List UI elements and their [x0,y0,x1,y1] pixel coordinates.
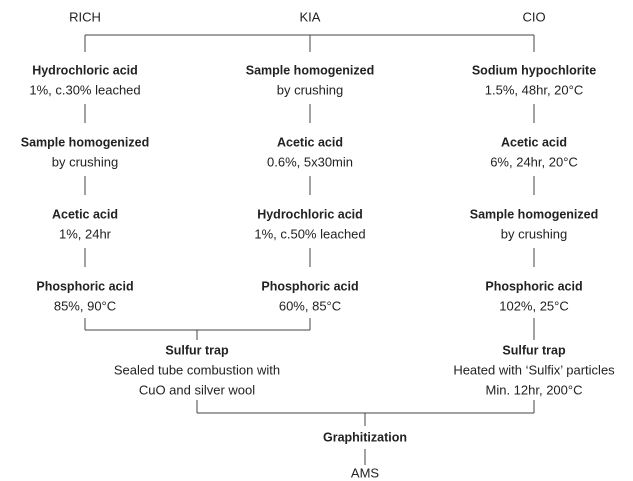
column-header: RICH [69,9,101,24]
step-detail: by crushing [277,82,343,97]
step-detail: 6%, 24hr, 20°C [490,154,578,169]
step-detail: by crushing [501,226,567,241]
step-title: Phosphoric acid [36,279,133,293]
step-detail: 85%, 90°C [54,298,116,313]
connectors [84,34,535,465]
step-detail: CuO and silver wool [139,382,255,397]
step-title: AMS [351,465,380,480]
step-detail: Heated with ‘Sulfix’ particles [453,362,615,377]
columns: RICH KIA CIO Hydrochloric acid 1%, c.30% lea… [21,9,599,313]
step-detail: 1%, c.30% leached [29,82,140,97]
step-title: Sulfur trap [502,343,566,357]
step-detail: 1%, 24hr [59,226,112,241]
step-title: Sample homogenized [246,63,375,77]
step-title: Sample homogenized [21,135,150,149]
step-title: Sulfur trap [165,343,229,357]
step-detail: 1%, c.50% leached [254,226,365,241]
step-title: Sample homogenized [470,207,599,221]
step-detail: by crushing [52,154,118,169]
step-title: Phosphoric acid [261,279,358,293]
step-title: Phosphoric acid [485,279,582,293]
step-detail: 102%, 25°C [499,298,569,313]
step-detail: 0.6%, 5x30min [267,154,353,169]
step-title: Hydrochloric acid [257,207,363,221]
step-detail: 1.5%, 48hr, 20°C [485,82,583,97]
step-title: Graphitization [323,430,407,444]
column-header: CIO [522,9,545,24]
step-title: Sodium hypochlorite [472,63,596,77]
step-title: Acetic acid [277,135,343,149]
step-title: Acetic acid [501,135,567,149]
step-detail: Min. 12hr, 200°C [486,382,583,397]
column-header: KIA [300,9,321,24]
step-title: Acetic acid [52,207,118,221]
step-title: Hydrochloric acid [32,63,138,77]
step-detail: 60%, 85°C [279,298,341,313]
step-detail: Sealed tube combustion with [114,362,280,377]
